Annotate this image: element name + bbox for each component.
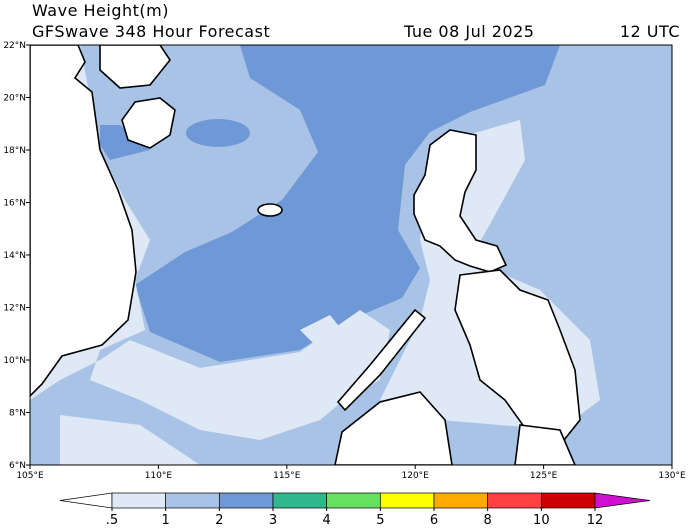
colorbar-bin [111,492,167,509]
colorbar-high [594,492,651,509]
lat-tick-label: 22°N [3,41,26,51]
lat-tick-label: 12°N [3,304,26,314]
lon-tick-label: 125°E [530,471,558,481]
colorbar-label: 1 [162,513,170,525]
lat-tick-label: 10°N [3,356,26,366]
colorbar-bin [165,492,220,509]
colorbar-label: 5 [376,513,384,525]
colorbar-bin [218,492,274,509]
subtitle: GFSwave 348 Hour Forecast [32,22,270,41]
colorbar: .5 1 2 3 4 5 6 8 10 12 [59,492,651,528]
colorbar-bin [379,492,435,509]
map [29,44,673,466]
lon-tick-label: 105°E [16,471,44,481]
lat-tick-label: 16°N [3,199,26,209]
colorbar-label: .5 [106,513,118,525]
colorbar-bin [272,492,328,509]
lon-tick-label: 115°E [273,471,301,481]
colorbar-bin [326,492,381,509]
lat-tick-label: 8°N [9,409,26,419]
lon-tick-label: 130°E [658,471,686,481]
colorbar-bin [433,492,489,509]
colorbar-label: 8 [484,513,492,525]
date: Tue 08 Jul 2025 [403,22,534,41]
title: Wave Height(m) [32,1,169,20]
lat-tick-label: 14°N [3,251,26,261]
colorbar-label: 2 [215,513,223,525]
colorbar-label: 6 [430,513,438,525]
lon-tick-label: 120°E [402,471,430,481]
time: 12 UTC [620,22,680,41]
colorbar-bin [487,492,542,509]
colorbar-label: 12 [587,513,604,525]
lon-tick-label: 110°E [145,471,173,481]
colorbar-bin [540,492,596,509]
lat-tick-label: 6°N [9,461,26,471]
colorbar-label: 3 [269,513,277,525]
colorbar-label: 10 [533,513,550,525]
land [30,45,581,465]
lat-tick-label: 20°N [3,94,26,104]
colorbar-label: 4 [323,513,331,525]
colorbar-low [59,492,113,509]
lat-tick-label: 18°N [3,146,26,156]
